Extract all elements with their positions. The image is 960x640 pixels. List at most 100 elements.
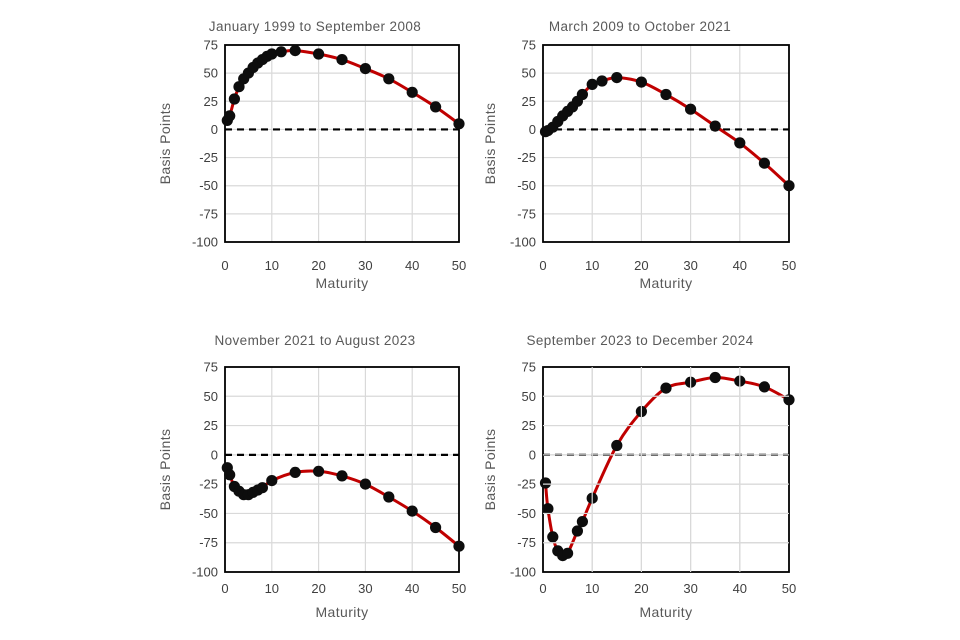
data-point xyxy=(571,525,583,537)
y-tick-label: 50 xyxy=(204,389,218,404)
data-point xyxy=(539,477,552,489)
x-tick-label: 10 xyxy=(265,581,279,596)
gridlines xyxy=(543,367,789,572)
x-tick-label: 10 xyxy=(265,258,279,273)
data-point xyxy=(596,75,608,87)
y-tick-label: -75 xyxy=(517,206,536,221)
y-tick-label: -25 xyxy=(199,150,218,165)
plot-frame xyxy=(542,366,790,573)
data-point xyxy=(313,465,325,477)
data-point xyxy=(266,48,278,60)
data-point xyxy=(709,120,721,132)
x-tick-label: 50 xyxy=(452,258,466,273)
x-tick-label: 50 xyxy=(452,581,466,596)
data-point xyxy=(660,88,672,101)
data-point xyxy=(406,86,418,98)
data-point xyxy=(430,101,442,113)
data-point xyxy=(758,157,770,169)
x-tick-label: 40 xyxy=(733,258,747,273)
y-tick-label: -100 xyxy=(192,235,218,250)
x-tick-label: 0 xyxy=(539,258,546,273)
y-axis-title: Basis Points xyxy=(160,429,173,511)
y-tick-label: 25 xyxy=(522,94,536,109)
x-tick-label: 30 xyxy=(683,581,697,596)
data-point xyxy=(224,110,236,122)
chart-title-2023-2024: September 2023 to December 2024 xyxy=(526,333,754,348)
data-point xyxy=(562,547,574,559)
y-tick-label: 25 xyxy=(522,418,536,433)
data-point xyxy=(406,505,418,517)
data-point xyxy=(313,48,325,60)
data-point xyxy=(758,381,770,393)
x-tick-label: 10 xyxy=(585,258,599,273)
gridlines xyxy=(225,367,459,572)
y-tick-label: -50 xyxy=(517,506,536,521)
y-tick-label: -25 xyxy=(517,150,536,165)
data-point xyxy=(256,482,268,494)
y-tick-label: 75 xyxy=(522,38,536,53)
x-tick-label: 20 xyxy=(634,258,648,273)
y-tick-label: -25 xyxy=(517,477,536,492)
x-tick-label: 20 xyxy=(311,258,325,273)
y-tick-label: 0 xyxy=(529,122,536,137)
y-tick-label: -75 xyxy=(199,206,218,221)
data-point xyxy=(266,475,278,487)
y-axis-title: Basis Points xyxy=(160,103,173,185)
x-tick-label: 0 xyxy=(221,258,228,273)
data-point xyxy=(453,118,465,130)
y-tick-label: -100 xyxy=(510,235,536,250)
y-axis-title: Basis Points xyxy=(482,103,498,185)
y-tick-label: -75 xyxy=(517,535,536,550)
y-axis-title: Basis Points xyxy=(482,429,498,511)
x-axis-title: Maturity xyxy=(316,275,369,291)
x-tick-label: 0 xyxy=(221,581,228,596)
x-tick-label: 50 xyxy=(782,581,796,596)
data-points xyxy=(539,371,795,562)
y-tick-label: 75 xyxy=(204,38,218,53)
data-point xyxy=(542,503,554,515)
data-point xyxy=(685,103,697,115)
y-tick-label: 50 xyxy=(204,66,218,81)
data-point xyxy=(635,76,647,88)
data-point xyxy=(586,78,598,90)
y-tick-label: -50 xyxy=(199,178,218,193)
data-point xyxy=(576,516,588,528)
data-point xyxy=(383,491,395,503)
x-tick-label: 20 xyxy=(311,581,325,596)
data-point xyxy=(275,46,287,58)
y-tick-label: 25 xyxy=(204,94,218,109)
data-point xyxy=(289,466,301,478)
y-tick-label: -50 xyxy=(517,178,536,193)
x-tick-label: 40 xyxy=(405,581,419,596)
data-point xyxy=(783,394,795,406)
y-tick-label: 50 xyxy=(522,66,536,81)
y-tick-label: 0 xyxy=(211,447,218,462)
data-point xyxy=(359,478,371,490)
data-point xyxy=(734,137,746,149)
data-point xyxy=(289,45,301,57)
data-points xyxy=(221,45,465,130)
data-point xyxy=(359,63,371,75)
chart-title-1999-2008: January 1999 to September 2008 xyxy=(208,19,422,34)
plot-frame xyxy=(542,44,790,243)
x-tick-label: 30 xyxy=(683,258,697,273)
x-axis-title: Maturity xyxy=(316,604,369,620)
x-tick-label: 0 xyxy=(539,581,546,596)
y-tick-label: -100 xyxy=(510,565,536,580)
data-points xyxy=(539,72,795,192)
plot-frame xyxy=(224,366,460,573)
data-point xyxy=(611,439,623,452)
x-tick-label: 40 xyxy=(405,258,419,273)
y-tick-label: -75 xyxy=(199,535,218,550)
x-tick-label: 10 xyxy=(585,581,599,596)
y-tick-label: -100 xyxy=(192,565,218,580)
y-tick-label: 50 xyxy=(522,389,536,404)
data-point xyxy=(228,93,240,105)
data-point xyxy=(383,73,395,85)
y-tick-label: 75 xyxy=(204,360,218,375)
data-point xyxy=(547,531,559,543)
